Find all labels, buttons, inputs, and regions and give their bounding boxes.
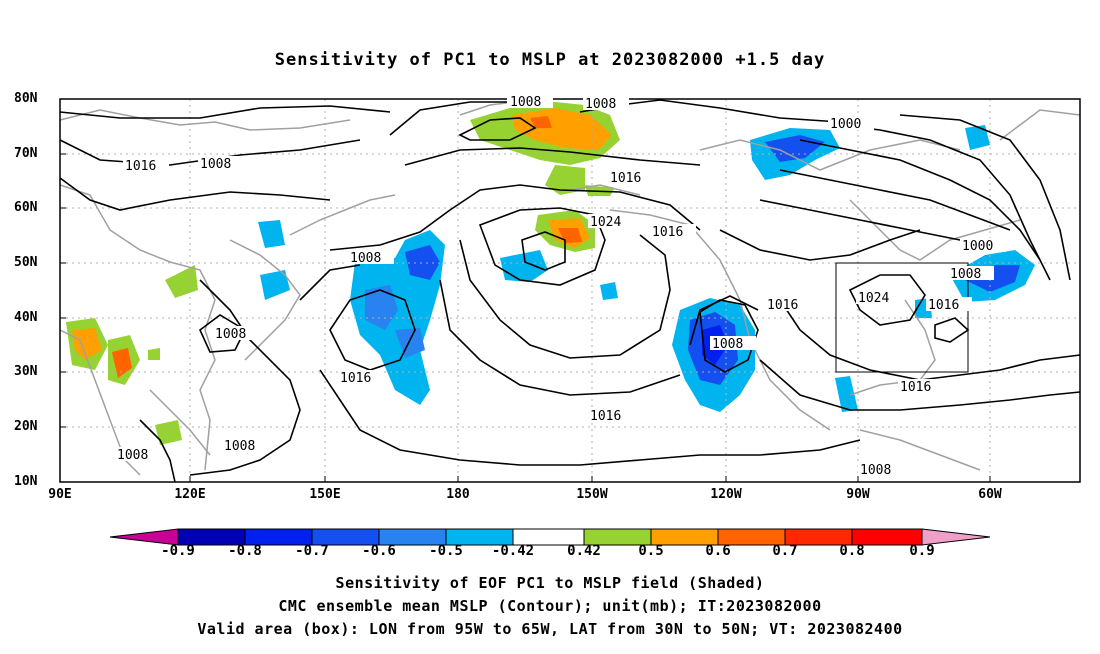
shade-green-dot1: [148, 348, 160, 360]
shade-blue-wpac3: [395, 328, 425, 358]
lat-label: 50N: [14, 255, 38, 270]
lon-label: 120E: [174, 487, 206, 502]
colorbar-label: -0.9: [161, 543, 195, 559]
colorbar-label: 0.6: [705, 543, 731, 559]
contour-label-layer: 1008 1008 1016 1008 1000 1016 1024 1016 …: [115, 94, 1006, 478]
shade-orange-sea: [112, 348, 132, 378]
footer-line-1: Sensitivity of EOF PC1 to MSLP field (Sh…: [335, 574, 765, 592]
map-title: Sensitivity of PC1 to MSLP at 2023082000…: [274, 50, 826, 70]
lat-label: 10N: [14, 474, 38, 489]
shade-orange-india: [72, 328, 102, 360]
colorbar-label: 0.42: [567, 543, 601, 559]
footer-line-3: Valid area (box): LON from 95W to 65W, L…: [197, 620, 903, 638]
contour-label: 1008: [712, 337, 743, 352]
lon-label: 150E: [309, 487, 341, 502]
shade-cyan-gulf: [835, 376, 858, 412]
contour-label: 1016: [652, 225, 683, 240]
colorbar-label: 0.7: [772, 543, 798, 559]
lat-label: 20N: [14, 419, 38, 434]
colorbar-label: 0.9: [909, 543, 935, 559]
lon-label: 120W: [710, 487, 742, 502]
shade-cyan-greenland: [965, 125, 990, 150]
tick-marks: [60, 98, 991, 482]
colorbar-label: -0.8: [228, 543, 262, 559]
contour-label: 1000: [830, 117, 861, 132]
contour-label: 1016: [928, 298, 959, 313]
lat-label: 40N: [14, 310, 38, 325]
shade-green-strip: [545, 165, 585, 195]
lon-label: 60W: [978, 487, 1002, 502]
colorbar-label: -0.5: [429, 543, 463, 559]
contour-label: 1008: [510, 95, 541, 110]
lat-label: 70N: [14, 146, 38, 161]
shade-cyan-japan: [258, 220, 285, 248]
lon-label: 90E: [48, 487, 72, 502]
shade-blue-high2: [600, 282, 618, 300]
contour-label: 1008: [215, 327, 246, 342]
shade-blue-wpac2: [365, 285, 398, 330]
contour-label: 1016: [900, 380, 931, 395]
contour-label: 1016: [590, 409, 621, 424]
lon-label: 150W: [576, 487, 608, 502]
colorbar-label: -0.42: [491, 543, 535, 559]
lon-label: 90W: [846, 487, 870, 502]
contour-label: 1024: [590, 215, 621, 230]
contour-label: 1016: [340, 371, 371, 386]
lon-label: 180: [446, 487, 470, 502]
map-frame: [59, 98, 1081, 483]
shade-cyan-japan2: [260, 270, 290, 300]
contour-label: 1016: [767, 298, 798, 313]
shade-blue-high: [500, 250, 548, 282]
valid-area-box: [835, 262, 969, 373]
colorbar-label: 0.5: [638, 543, 664, 559]
colorbar-label: 0.8: [839, 543, 865, 559]
colorbar-label: -0.7: [295, 543, 329, 559]
lat-label: 60N: [14, 200, 38, 215]
contour-label: 1016: [610, 171, 641, 186]
shade-green-scs: [155, 420, 182, 445]
contour-label: 1000: [962, 239, 993, 254]
lat-label: 30N: [14, 364, 38, 379]
coastlines: [59, 99, 1081, 476]
shade-green-strip2: [585, 185, 615, 196]
colorbar-end-high: [921, 528, 991, 546]
contour-label: 1008: [860, 463, 891, 478]
footer-line-2: CMC ensemble mean MSLP (Contour); unit(m…: [278, 597, 822, 615]
contour-label: 1008: [224, 439, 255, 454]
lat-label: 80N: [14, 91, 38, 106]
shade-darkorange-arctic: [530, 116, 552, 128]
contour-label: 1008: [200, 157, 231, 172]
contour-label: 1008: [117, 448, 148, 463]
contour-label: 1008: [585, 97, 616, 112]
contour-label: 1008: [350, 251, 381, 266]
colorbar-label: -0.6: [362, 543, 396, 559]
contour-label: 1024: [858, 291, 889, 306]
shade-blue-wpac1: [405, 245, 440, 280]
contour-label: 1008: [950, 267, 981, 282]
contour-label: 1016: [125, 159, 156, 174]
